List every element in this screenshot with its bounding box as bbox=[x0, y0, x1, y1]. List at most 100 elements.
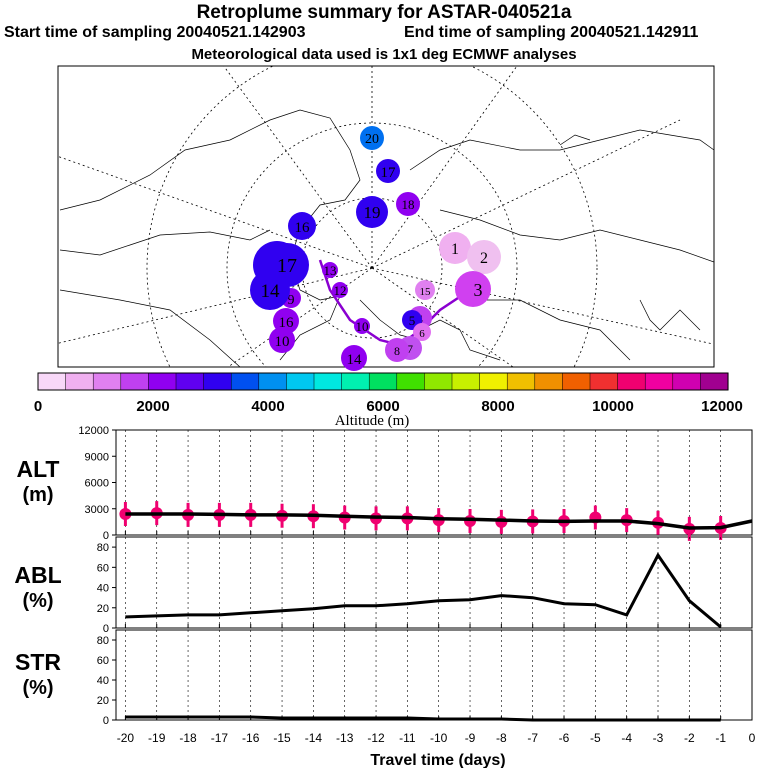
plume-marker: 1 bbox=[439, 232, 471, 264]
plume-marker: 12 bbox=[332, 282, 348, 298]
colorbar-cell bbox=[700, 372, 729, 391]
colorbar-cell bbox=[534, 372, 563, 391]
colorbar-cell bbox=[120, 372, 149, 391]
abl-label: ABL bbox=[14, 562, 61, 588]
plume-marker: 10 bbox=[354, 318, 370, 334]
colorbar-cell bbox=[368, 372, 398, 391]
x-tick-label: -10 bbox=[430, 731, 448, 745]
colorbar-cell bbox=[672, 372, 701, 391]
plume-markers: 1 2 3 4 5 6 7 8 9 10 11 12 13 14 15 16 1… bbox=[250, 126, 501, 371]
met-data-text: Meteorological data used is 1x1 deg ECMW… bbox=[191, 46, 577, 63]
x-tick-label: -19 bbox=[148, 731, 166, 745]
plume-marker: 15 bbox=[415, 280, 435, 300]
plume-marker: 17 bbox=[376, 159, 400, 183]
map-panel: 1 2 3 4 5 6 7 8 9 10 11 12 13 14 15 16 1… bbox=[57, 65, 715, 371]
y-tick-label: 0 bbox=[103, 530, 109, 542]
x-tick-label: -14 bbox=[305, 731, 323, 745]
x-tick-label: -2 bbox=[684, 731, 695, 745]
x-tick-label: -1 bbox=[715, 731, 726, 745]
plume-marker: 3 bbox=[455, 271, 491, 307]
x-tick-label: -6 bbox=[559, 731, 570, 745]
svg-text:1: 1 bbox=[451, 241, 459, 258]
colorbar-tick-label: 0 bbox=[34, 398, 42, 415]
str-line bbox=[125, 715, 721, 722]
colorbar-cell bbox=[506, 372, 536, 391]
y-tick-label: 60 bbox=[97, 655, 109, 667]
colorbar-cell bbox=[313, 372, 343, 391]
colorbar-cell bbox=[589, 372, 619, 391]
svg-text:15: 15 bbox=[420, 286, 432, 298]
y-tick-label: 40 bbox=[97, 583, 109, 595]
svg-text:8: 8 bbox=[394, 344, 400, 358]
colorbar-cell bbox=[148, 372, 177, 391]
alt-range-bar bbox=[123, 502, 127, 526]
colorbar-cell bbox=[644, 372, 674, 391]
svg-text:19: 19 bbox=[364, 203, 381, 222]
x-tick-label: -15 bbox=[273, 731, 291, 745]
colorbar-cell bbox=[562, 372, 591, 391]
y-tick-label: 12000 bbox=[78, 425, 109, 437]
y-tick-label: 40 bbox=[97, 675, 109, 687]
colorbar-cell bbox=[65, 372, 94, 391]
plume-marker: 6 bbox=[413, 323, 431, 341]
svg-text:16: 16 bbox=[295, 220, 311, 236]
y-tick-label: 3000 bbox=[85, 504, 109, 516]
alt-unit: (m) bbox=[22, 484, 53, 506]
abl-line bbox=[125, 552, 722, 629]
plume-marker: 8 bbox=[385, 338, 409, 362]
colorbar-cell bbox=[341, 372, 370, 391]
colorbar-cell bbox=[203, 372, 232, 391]
svg-text:14: 14 bbox=[347, 352, 363, 368]
x-tick-label: -9 bbox=[465, 731, 476, 745]
svg-text:12: 12 bbox=[334, 283, 347, 298]
svg-text:2: 2 bbox=[480, 250, 488, 267]
colorbar-cell bbox=[617, 372, 646, 391]
colorbar-tick-label: 8000 bbox=[481, 398, 514, 415]
colorbar-tick-label: 2000 bbox=[136, 398, 169, 415]
plume-marker: 14 bbox=[341, 345, 367, 371]
y-tick-label: 80 bbox=[97, 635, 109, 647]
y-tick-label: 20 bbox=[97, 695, 109, 707]
plume-marker: 14 bbox=[250, 270, 290, 310]
y-tick-label: 0 bbox=[103, 715, 109, 727]
colorbar-cell bbox=[175, 372, 205, 391]
x-tick-label: -8 bbox=[496, 731, 507, 745]
alt-range-bar bbox=[593, 505, 597, 530]
x-tick-label: -13 bbox=[336, 731, 354, 745]
svg-text:9: 9 bbox=[288, 293, 295, 308]
colorbar-cell bbox=[451, 372, 481, 391]
abl-unit: (%) bbox=[22, 590, 53, 612]
colorbar-cell bbox=[396, 372, 425, 391]
str-label: STR bbox=[15, 649, 61, 675]
x-tick-label: -12 bbox=[367, 731, 385, 745]
plume-marker: 10 bbox=[269, 327, 295, 353]
x-tick-label: -17 bbox=[211, 731, 229, 745]
colorbar-cell bbox=[424, 372, 453, 391]
alt-plot: 0 3000 6000 9000 12000 bbox=[78, 425, 753, 542]
y-tick-label: 6000 bbox=[85, 478, 109, 490]
colorbar-tick-label: 4000 bbox=[251, 398, 284, 415]
x-tick-label: -11 bbox=[399, 731, 416, 745]
alt-label: ALT bbox=[16, 456, 59, 482]
x-tick-label: -5 bbox=[590, 731, 601, 745]
colorbar-label: Altitude (m) bbox=[335, 413, 410, 429]
colorbar-cell bbox=[230, 372, 260, 391]
svg-text:13: 13 bbox=[324, 263, 337, 278]
colorbar: 0 2000 4000 6000 8000 10000 12000 Altitu… bbox=[34, 372, 743, 429]
svg-text:10: 10 bbox=[356, 319, 369, 334]
svg-text:16: 16 bbox=[279, 315, 295, 331]
svg-text:18: 18 bbox=[402, 197, 415, 212]
start-time-text: Start time of sampling 20040521.142903 bbox=[4, 24, 306, 41]
x-tick-label: -3 bbox=[653, 731, 664, 745]
y-tick-label: 0 bbox=[103, 623, 109, 635]
plume-marker: 19 bbox=[356, 196, 388, 228]
colorbar-cell bbox=[479, 372, 508, 391]
plume-marker: 20 bbox=[360, 126, 384, 150]
y-tick-label: 20 bbox=[97, 603, 109, 615]
abl-panel: ABL (%) bbox=[14, 536, 753, 629]
svg-text:5: 5 bbox=[409, 313, 416, 328]
colorbar-frame bbox=[37, 372, 729, 391]
svg-text:20: 20 bbox=[365, 132, 379, 147]
